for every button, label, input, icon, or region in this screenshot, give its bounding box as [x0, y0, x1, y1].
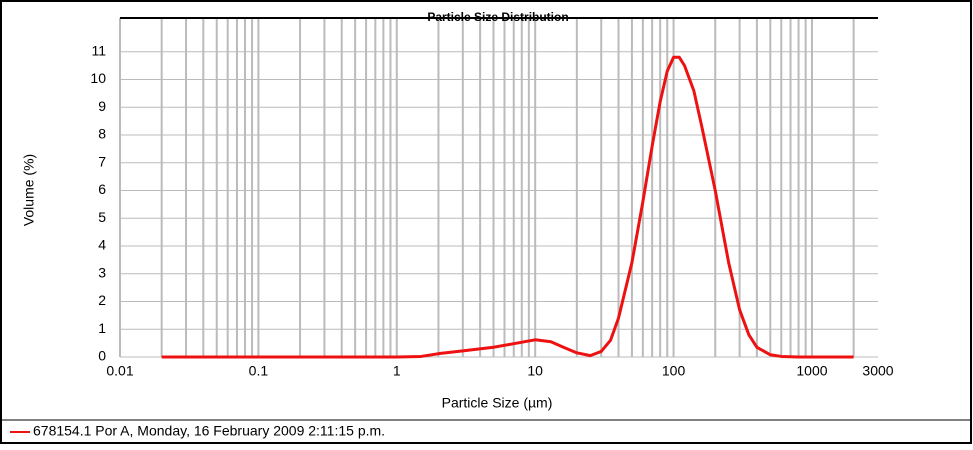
y-tick-label: 9: [98, 98, 106, 114]
x-tick-label: 3000: [862, 363, 893, 379]
y-tick-label: 1: [98, 320, 106, 336]
y-tick-label: 0: [98, 348, 106, 364]
y-tick-label: 10: [90, 70, 106, 86]
y-tick-label: 5: [98, 209, 106, 225]
legend-entry: 678154.1 Por A, Monday, 16 February 2009…: [33, 423, 385, 439]
x-tick-label: 100: [662, 363, 686, 379]
y-tick-label: 4: [98, 237, 106, 253]
x-tick-label: 1: [393, 363, 401, 379]
data-line: [161, 55, 854, 359]
x-tick-label: 0.01: [106, 363, 133, 379]
grid: [119, 18, 878, 358]
y-tick-label: 7: [98, 153, 106, 169]
y-tick-label: 3: [98, 264, 106, 280]
x-tick-label: 1000: [796, 363, 827, 379]
y-tick-label: 6: [98, 181, 106, 197]
y-axis-label: Volume (%): [21, 154, 37, 226]
x-tick-label: 0.1: [249, 363, 269, 379]
x-axis-label: Particle Size (µm): [442, 395, 553, 411]
y-tick-label: 2: [98, 292, 106, 308]
chart-title: Particle Size Distribution: [427, 10, 568, 24]
y-tick-label: 8: [98, 126, 106, 142]
x-tick-label: 10: [527, 363, 543, 379]
y-tick-label: 11: [91, 42, 106, 58]
